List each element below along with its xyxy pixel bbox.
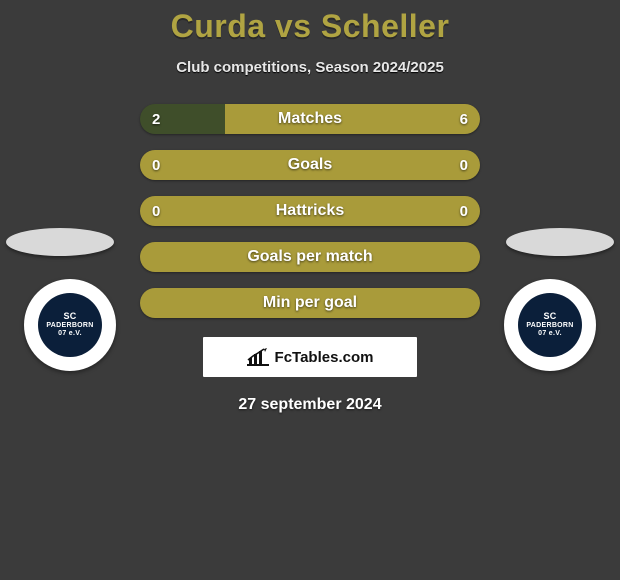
date-text: 27 september 2024 (0, 396, 620, 414)
stat-row: Min per goal (140, 288, 480, 318)
right-club-line1: SC (543, 312, 556, 322)
bar-fill-full (140, 288, 480, 318)
stat-row: Matches26 (140, 104, 480, 134)
bar-fill-full (140, 196, 480, 226)
page-title: Curda vs Scheller (0, 0, 620, 45)
left-club-badge: SC PADERBORN 07 e.V. (24, 279, 116, 371)
comparison-panel: SC PADERBORN 07 e.V. SC PADERBORN 07 e.V… (0, 104, 620, 414)
chart-icon (247, 348, 269, 366)
left-club-line2: PADERBORN (46, 322, 93, 330)
bar-fill-right (225, 104, 480, 134)
source-label: FcTables.com (275, 349, 374, 366)
right-club-badge: SC PADERBORN 07 e.V. (504, 279, 596, 371)
right-club-line2: PADERBORN (526, 322, 573, 330)
bar-fill-full (140, 150, 480, 180)
stat-row: Goals00 (140, 150, 480, 180)
source-badge: FcTables.com (202, 336, 418, 378)
stat-row: Goals per match (140, 242, 480, 272)
stat-row: Hattricks00 (140, 196, 480, 226)
stat-bars: Matches26 Goals00 Hattricks00 Goals per mat… (140, 104, 480, 318)
left-club-inner: SC PADERBORN 07 e.V. (38, 293, 102, 357)
bar-fill-full (140, 242, 480, 272)
left-club-line3: 07 e.V. (58, 330, 82, 338)
left-player-marker (6, 228, 114, 256)
bar-fill-left (140, 104, 225, 134)
left-club-line1: SC (63, 312, 76, 322)
right-club-inner: SC PADERBORN 07 e.V. (518, 293, 582, 357)
right-player-marker (506, 228, 614, 256)
subtitle: Club competitions, Season 2024/2025 (0, 59, 620, 76)
right-club-line3: 07 e.V. (538, 330, 562, 338)
